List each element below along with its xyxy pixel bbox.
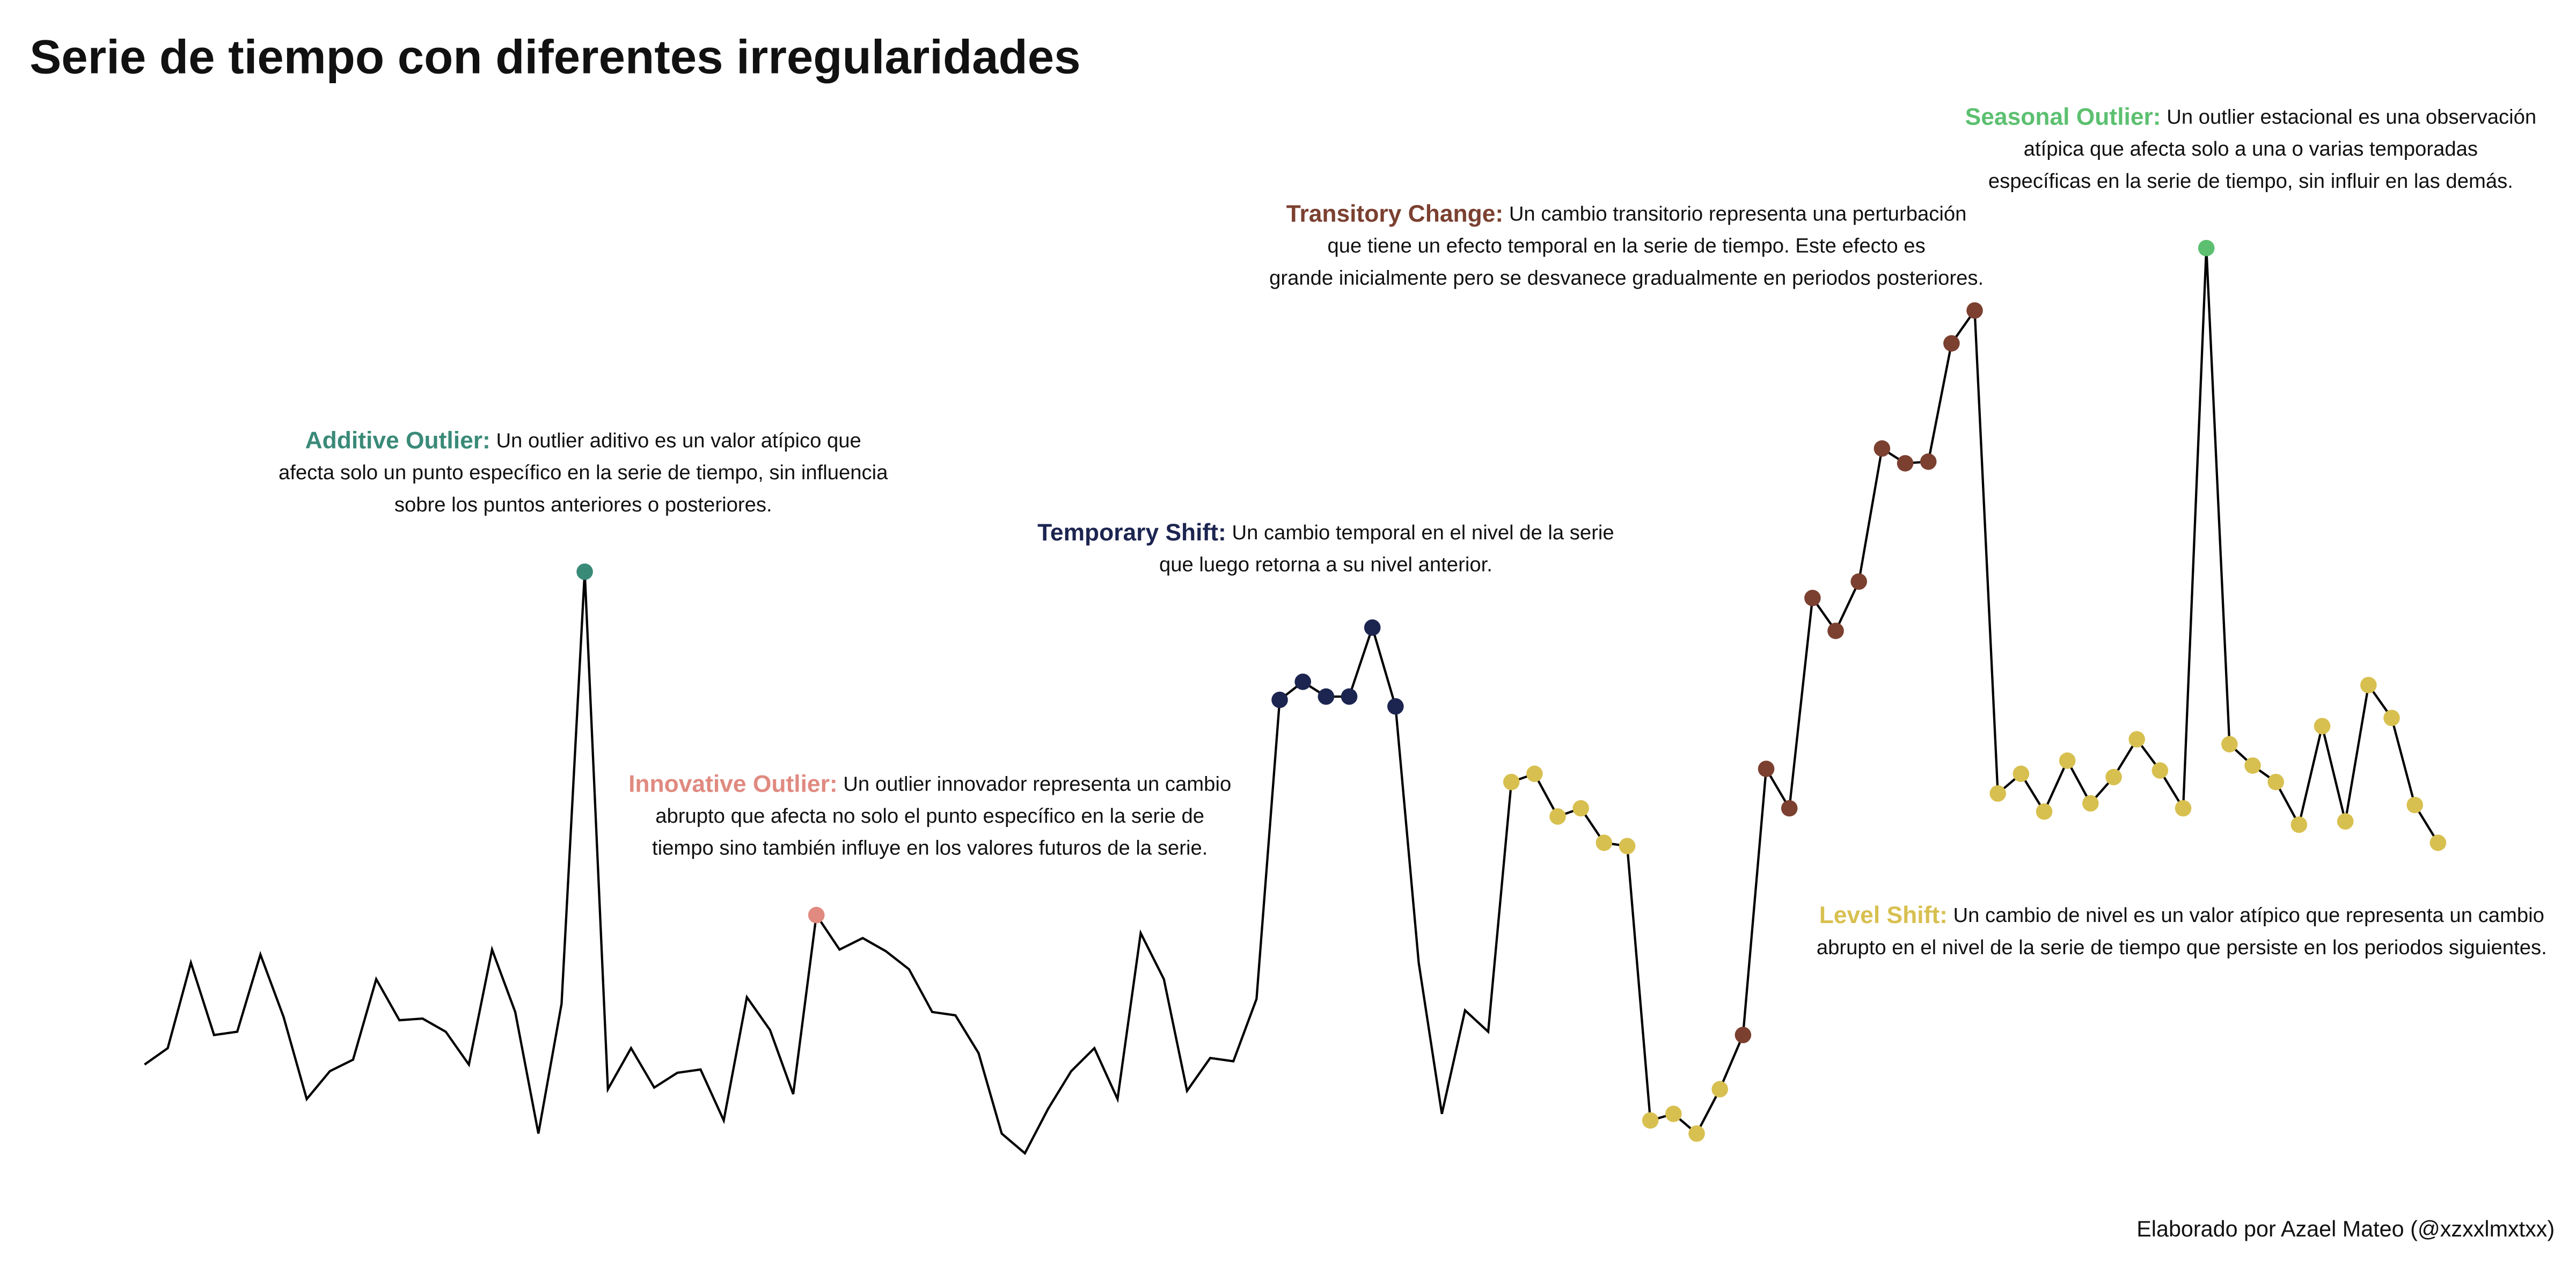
highlight-point xyxy=(576,564,593,580)
annotation-line: Temporary Shift: Un cambio temporal en e… xyxy=(1037,519,1614,546)
highlight-point xyxy=(2360,677,2377,693)
annotation-title: Level Shift: xyxy=(1819,902,1948,928)
highlight-point xyxy=(1318,688,1335,705)
highlight-point xyxy=(1503,773,1520,791)
annotation-line: grande inicialmente pero se desvanece gr… xyxy=(1269,267,1984,290)
annotation-text: afecta solo un punto específico en la se… xyxy=(279,461,888,484)
annotation-text: abrupto que afecta no solo el punto espe… xyxy=(655,804,1204,828)
annotation-title: Seasonal Outlier: xyxy=(1965,104,2161,130)
highlight-point xyxy=(2128,731,2146,748)
annotation-text: Un cambio transitorio representa una per… xyxy=(1509,202,1967,225)
annotation-line: tiempo sino también influye en los valor… xyxy=(652,837,1208,860)
space xyxy=(2161,106,2167,129)
annotation-text: que tiene un efecto temporal en la serie… xyxy=(1328,235,1926,258)
highlight-point xyxy=(1364,619,1381,636)
highlight-point xyxy=(1665,1106,1682,1122)
highlight-point xyxy=(808,906,825,924)
highlight-point xyxy=(2012,765,2030,782)
highlight-point xyxy=(1294,674,1312,690)
credit: Elaborado por Azael Mateo (@xzxxlmxtxx) xyxy=(2136,1217,2555,1241)
highlight-point xyxy=(1827,623,1844,639)
annotation-line: sobre los puntos anteriores o posteriore… xyxy=(394,493,772,516)
highlight-point xyxy=(2314,718,2331,735)
highlight-point xyxy=(1804,589,1821,606)
highlight-point xyxy=(1781,800,1798,817)
highlight-point xyxy=(1619,838,1636,854)
highlight-point xyxy=(2290,816,2308,833)
annotation-title: Innovative Outlier: xyxy=(628,771,838,797)
space xyxy=(838,772,844,795)
annotation-line: Level Shift: Un cambio de nivel es un va… xyxy=(1819,902,2544,928)
annotation-text: Un cambio temporal en el nivel de la ser… xyxy=(1232,521,1614,544)
highlight-point xyxy=(1966,302,1983,319)
highlight-point xyxy=(1271,691,1288,708)
annotation-line: abrupto en el nivel de la serie de tiemp… xyxy=(1817,936,2547,959)
annotation-line: que tiene un efecto temporal en la serie… xyxy=(1328,235,1926,258)
annotation-line: Additive Outlier: Un outlier aditivo es … xyxy=(305,427,861,453)
highlight-point xyxy=(2406,796,2423,814)
annotation-text: Un outlier estacional es una observación xyxy=(2167,106,2536,129)
highlight-point xyxy=(2036,803,2053,820)
space xyxy=(1226,521,1232,544)
space xyxy=(491,429,496,452)
highlight-point xyxy=(2198,239,2215,257)
highlight-point xyxy=(1711,1081,1729,1097)
annotation-line: Seasonal Outlier: Un outlier estacional … xyxy=(1965,104,2537,130)
annotation-line: abrupto que afecta no solo el punto espe… xyxy=(655,804,1204,828)
highlight-point xyxy=(1596,835,1613,851)
highlight-point xyxy=(1758,760,1775,777)
annotation-text: Un outlier innovador representa un cambi… xyxy=(843,772,1231,795)
highlight-point xyxy=(1943,335,1960,352)
annotation-line: afecta solo un punto específico en la se… xyxy=(279,461,888,484)
annotation-line: Transitory Change: Un cambio transitorio… xyxy=(1286,201,1967,227)
highlight-point xyxy=(1735,1027,1752,1043)
highlight-point xyxy=(1989,785,2007,802)
highlight-point xyxy=(2429,835,2447,851)
annotation-text: tiempo sino también influye en los valor… xyxy=(652,837,1208,860)
annotation-text: Un cambio de nivel es un valor atípico q… xyxy=(1953,904,2544,927)
highlight-point xyxy=(1642,1112,1659,1129)
highlight-point xyxy=(1549,808,1566,825)
annotation-text: específicas en la serie de tiempo, sin i… xyxy=(1988,170,2513,193)
annotation-text: abrupto en el nivel de la serie de tiemp… xyxy=(1817,936,2547,959)
highlight-point xyxy=(1850,573,1868,590)
highlight-point xyxy=(2383,709,2400,727)
highlight-point xyxy=(1874,440,1891,457)
highlight-point xyxy=(2105,769,2122,786)
highlight-point xyxy=(2082,795,2099,812)
annotation-title: Temporary Shift: xyxy=(1037,519,1226,546)
highlight-point xyxy=(1387,698,1404,715)
highlight-point xyxy=(1920,453,1937,470)
annotation-text: sobre los puntos anteriores o posteriore… xyxy=(394,493,772,516)
annotation-title: Additive Outlier: xyxy=(305,427,491,453)
highlight-point xyxy=(1526,765,1543,782)
annotation-text: atípica que afecta solo a una o varias t… xyxy=(2024,137,2478,160)
highlight-point xyxy=(2221,736,2238,753)
annotation-text: grande inicialmente pero se desvanece gr… xyxy=(1269,267,1984,290)
series-line xyxy=(144,248,2439,1155)
annotation-text: que luego retorna a su nivel anterior. xyxy=(1159,553,1492,576)
highlight-point xyxy=(2151,762,2169,779)
annotation-text: Un outlier aditivo es un valor atípico q… xyxy=(496,429,861,452)
chart-title: Serie de tiempo con diferentes irregular… xyxy=(30,31,1080,84)
space xyxy=(1948,904,1953,927)
highlight-point xyxy=(1688,1125,1705,1142)
highlight-point xyxy=(1572,800,1590,817)
annotation-line: atípica que afecta solo a una o varias t… xyxy=(2024,137,2478,160)
highlight-point xyxy=(2059,752,2076,769)
highlight-point xyxy=(2267,773,2284,791)
highlight-point xyxy=(1897,455,1914,472)
annotation-title: Transitory Change: xyxy=(1286,201,1503,227)
highlight-point xyxy=(2175,800,2192,817)
annotation-line: Innovative Outlier: Un outlier innovador… xyxy=(628,771,1231,797)
space xyxy=(1503,202,1509,225)
highlight-point xyxy=(2337,813,2354,830)
highlight-point xyxy=(1341,688,1358,705)
annotation-line: que luego retorna a su nivel anterior. xyxy=(1159,553,1492,576)
highlight-point xyxy=(2244,757,2261,774)
annotation-line: específicas en la serie de tiempo, sin i… xyxy=(1988,170,2513,193)
